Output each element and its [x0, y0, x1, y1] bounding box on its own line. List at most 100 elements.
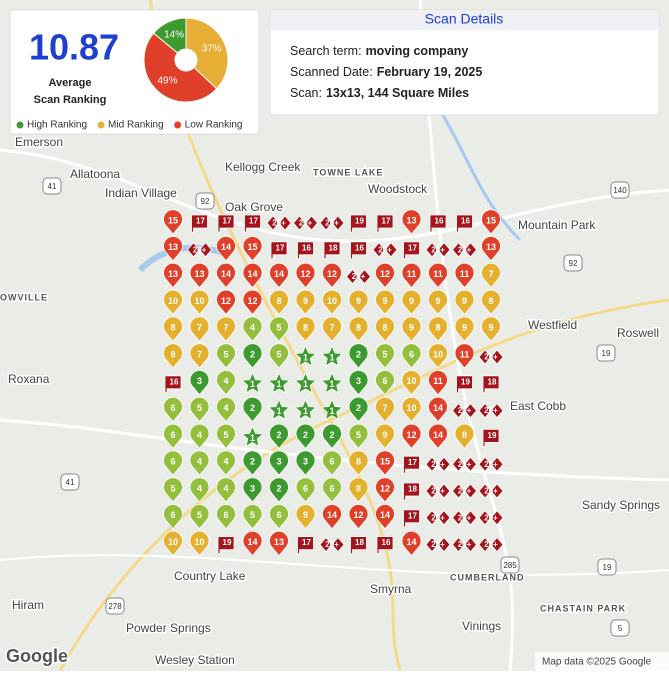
rank-marker: 14: [428, 423, 448, 450]
rank-label: 5: [170, 483, 175, 493]
rank-marker: 20+: [266, 215, 292, 231]
rank-label: 11: [433, 376, 443, 386]
marker-shape: [269, 262, 289, 289]
marker-shape: [456, 214, 473, 233]
rank-marker: 15: [242, 236, 263, 262]
marker-shape: [482, 429, 500, 447]
marker-shape: [478, 510, 504, 526]
rank-marker: 2: [348, 343, 369, 369]
rank-label: 13: [168, 269, 178, 279]
marker-shape: [428, 343, 448, 369]
marker-shape: [375, 262, 395, 289]
rank-label: 16: [382, 538, 391, 547]
rank-label: 20+: [458, 540, 472, 549]
marker-shape: [216, 236, 236, 262]
marker-shape: [216, 504, 236, 530]
marker-shape: [189, 477, 210, 503]
marker-shape: [294, 398, 317, 421]
detail-value: 13x13, 144 Square Miles: [326, 86, 469, 100]
rank-label: 3: [197, 376, 202, 386]
marker-shape: [267, 371, 291, 394]
rank-marker: 20+: [425, 242, 451, 258]
rank-marker: 5: [242, 504, 263, 530]
rank-label: 4: [197, 430, 202, 440]
marker-shape: [482, 375, 500, 394]
rank-marker: 11: [454, 262, 475, 289]
rank-marker: 12: [322, 262, 342, 289]
rank-marker: 6: [295, 477, 316, 503]
marker-shape: [478, 456, 504, 472]
rank-marker: 14: [242, 530, 263, 557]
marker-shape: [401, 343, 422, 369]
rank-marker: 20+: [186, 242, 213, 258]
rank-marker: 11: [428, 262, 448, 289]
average-label: Scan Ranking: [34, 94, 107, 106]
detail-key: Scan:: [290, 86, 322, 100]
place-label: East Cobb: [510, 399, 566, 413]
rank-marker: 17: [244, 214, 261, 233]
marker-shape: [323, 241, 341, 260]
marker-shape: [454, 423, 475, 450]
marker-shape: [403, 455, 420, 474]
rank-label: 11: [460, 349, 470, 359]
rank-marker: 20+: [451, 483, 478, 499]
rank-label: 6: [223, 510, 228, 520]
marker-shape: [217, 536, 235, 554]
rank-marker: 2: [242, 396, 263, 423]
rank-marker: 11: [401, 262, 422, 289]
rank-label: 3: [356, 376, 361, 386]
rank-label: 20+: [352, 272, 366, 281]
rank-marker: 5: [163, 477, 183, 503]
rank-label: 20+: [325, 219, 339, 228]
rank-label: 20+: [272, 219, 286, 228]
rank-label: 20+: [484, 540, 498, 549]
rank-label: 20+: [325, 540, 339, 549]
rank-label: 5: [197, 403, 202, 413]
rank-marker: 16: [429, 214, 447, 233]
marker-shape: [322, 477, 342, 503]
rank-marker: 17: [403, 509, 420, 528]
rank-label: 2: [356, 403, 361, 413]
rank-label: 8: [382, 323, 387, 333]
marker-shape: [189, 316, 210, 342]
rank-label: 6: [276, 510, 281, 520]
rank-marker: 2: [242, 450, 263, 476]
road-shield-label: 140: [613, 186, 627, 195]
rank-marker: 3: [189, 370, 210, 396]
rank-label: 11: [407, 269, 417, 279]
marker-shape: [267, 398, 291, 421]
rank-marker: 17: [270, 241, 288, 260]
rank-marker: 14: [216, 262, 236, 289]
rank-marker: 2: [269, 477, 289, 503]
place-label: Kellogg Creek: [225, 160, 301, 174]
place-label: OWVILLE: [0, 292, 48, 302]
marker-shape: [481, 316, 501, 342]
rank-marker: 7: [216, 316, 236, 342]
rank-marker: 18: [403, 482, 420, 501]
rank-label: 1: [303, 406, 308, 416]
rank-marker: 9: [375, 289, 395, 316]
rank-marker: 8: [348, 316, 369, 342]
rank-label: 20+: [458, 245, 472, 254]
rank-marker: 8: [269, 289, 289, 316]
place-label: CHASTAIN PARK: [540, 603, 626, 613]
rank-marker: 10: [163, 530, 183, 557]
rank-label: 6: [170, 457, 175, 467]
rank-label: 14: [221, 242, 231, 252]
rank-label: 20+: [431, 487, 445, 496]
rank-marker: 14: [428, 396, 448, 423]
rank-label: 13: [406, 215, 416, 225]
rank-label: 20+: [458, 460, 472, 469]
rank-label: 14: [274, 269, 284, 279]
marker-shape: [425, 483, 451, 499]
rank-marker: 8: [454, 423, 475, 450]
rank-label: 20+: [458, 487, 472, 496]
marker-shape: [269, 504, 289, 530]
place-label: Hiram: [12, 598, 44, 612]
rank-label: 6: [303, 483, 308, 493]
rank-marker: 14: [269, 262, 289, 289]
rank-marker: 17: [403, 241, 420, 260]
marker-shape: [322, 289, 342, 316]
card-header: [271, 11, 658, 30]
marker-shape: [375, 396, 395, 423]
